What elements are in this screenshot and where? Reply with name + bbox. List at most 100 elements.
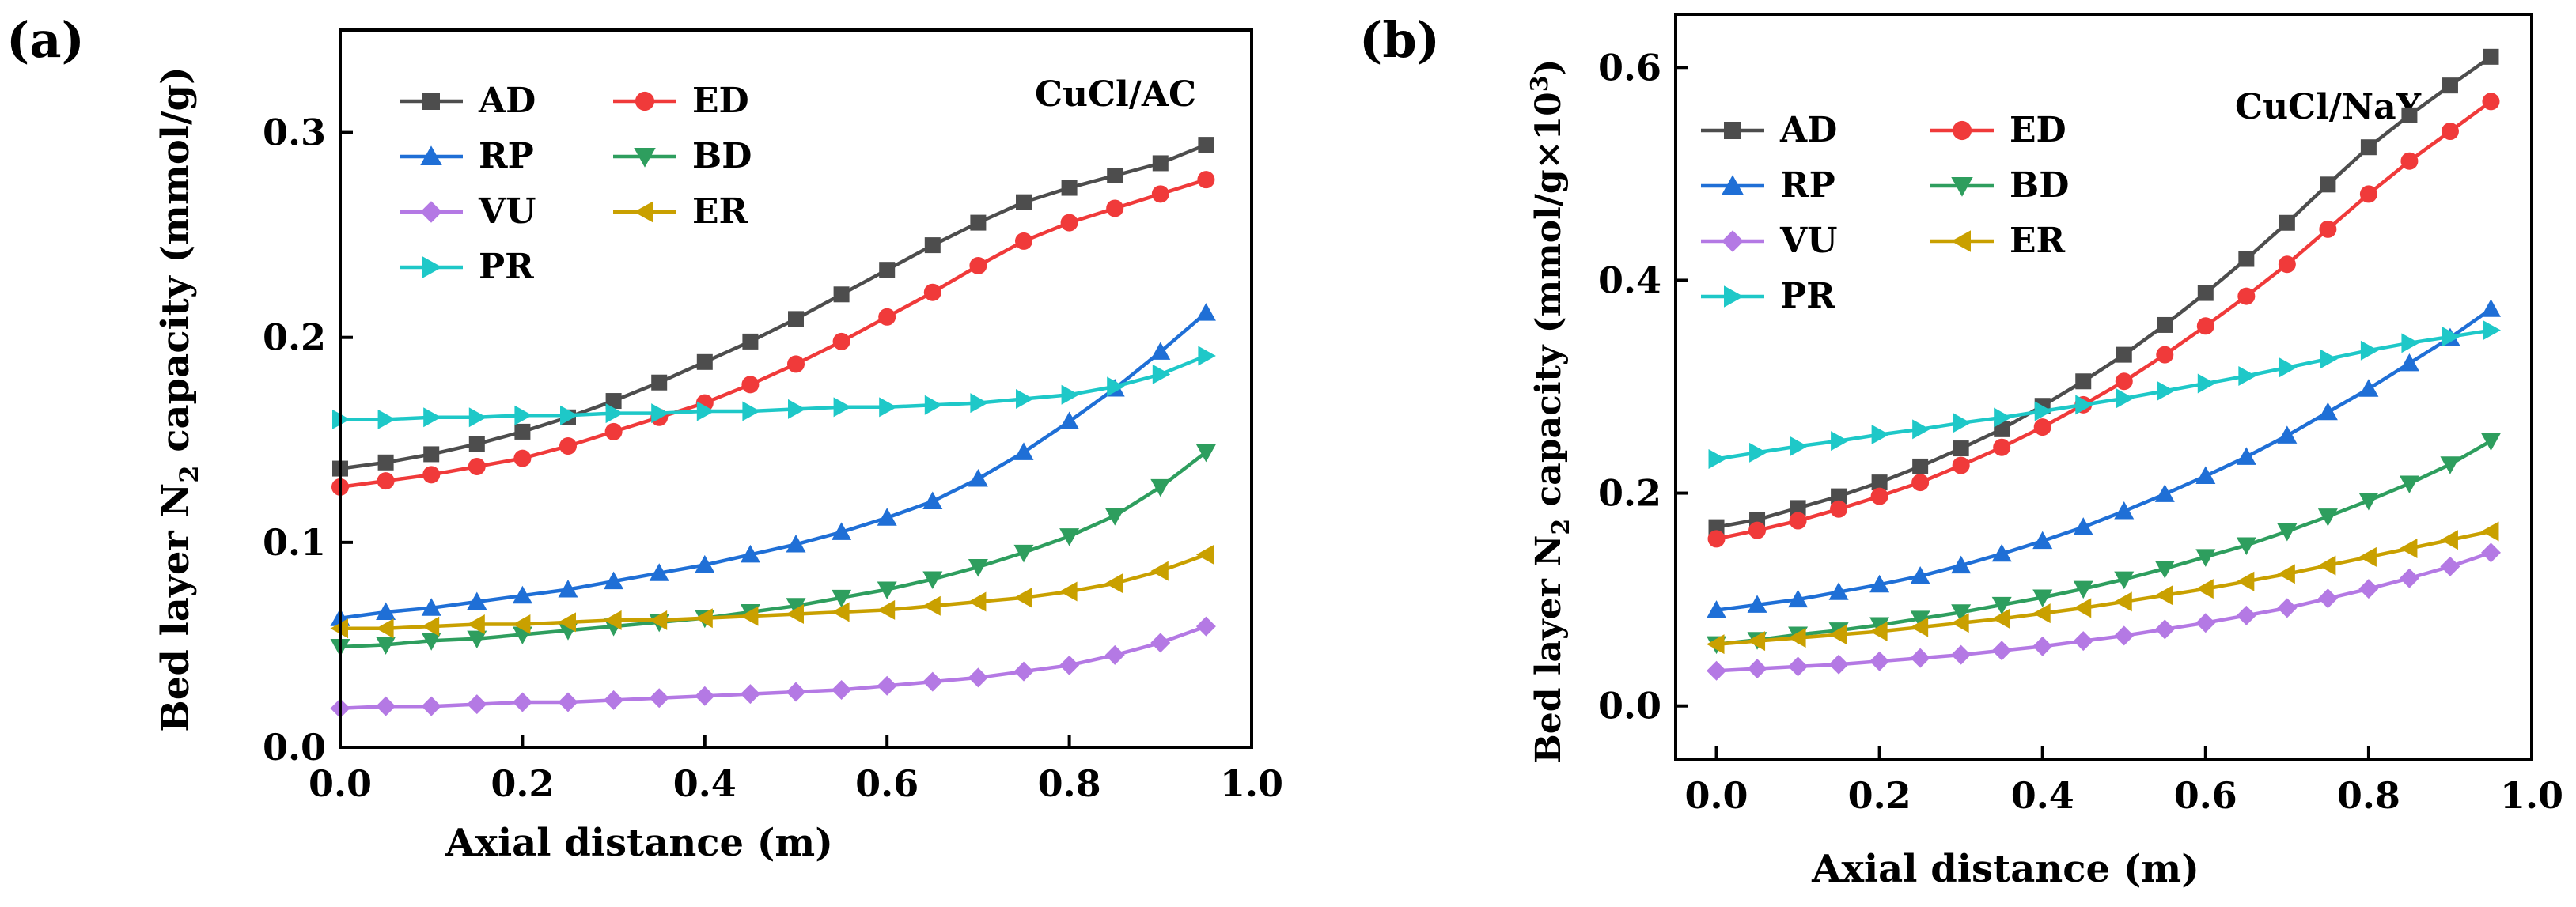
x-tick-label: 0.4 (673, 762, 737, 805)
point-ed (1060, 214, 1078, 232)
point-vu (832, 679, 852, 700)
y-tick-label: 0.0 (263, 726, 326, 769)
legend-marker-ad (422, 93, 440, 110)
point-pr (377, 409, 396, 429)
point-ad (651, 374, 668, 391)
panel-b-axes-grid: 0.0 0.2 0.4 0.6 0.8 1.0 0.0 0.2 0.4 0.6 (1598, 46, 2563, 817)
point-vu (922, 671, 943, 692)
point-rp (1150, 342, 1171, 360)
panel-a-ylabel-main: Bed layer N (153, 483, 198, 732)
point-er (832, 602, 850, 622)
panel-b-ylabel-sup: 3 (1526, 75, 1554, 92)
point-er (649, 610, 668, 630)
point-vu (1059, 655, 1080, 675)
point-ad (879, 262, 896, 278)
point-vu (695, 686, 715, 706)
legend-marker-pr (1724, 285, 1744, 308)
point-rp (649, 563, 669, 581)
y-tick-label: 0.6 (1598, 46, 1661, 89)
point-vu (1104, 644, 1125, 665)
point-ed (1789, 512, 1807, 530)
point-pr (2197, 373, 2216, 394)
plot-frame (339, 28, 1253, 749)
legend-entry-rp: RP (1701, 165, 1835, 206)
legend-entry-ad: AD (400, 81, 536, 121)
point-er (1991, 608, 2010, 629)
point-ed (1015, 232, 1032, 250)
point-er (1150, 561, 1169, 581)
point-pr (2116, 388, 2135, 409)
panel-b: (b) CuCl/NaY Bed layer N2 capacity (mmol… (1359, 11, 2563, 891)
legend-marker-er (634, 201, 653, 223)
point-ad (1152, 155, 1169, 172)
point-er (376, 618, 394, 639)
point-ad (2442, 77, 2458, 94)
point-er (740, 606, 759, 626)
legend-marker-pr (422, 256, 442, 278)
point-er (558, 612, 576, 633)
point-er (1059, 581, 1078, 602)
point-rp (2114, 501, 2135, 520)
point-ed (1748, 521, 1767, 539)
point-vu (2358, 579, 2379, 599)
point-bd (1951, 604, 1972, 622)
point-rp (2317, 402, 2338, 421)
legend-entry-vu: VU (400, 191, 536, 232)
point-pr (2034, 401, 2053, 421)
point-ed (1993, 438, 2011, 456)
point-vu (2032, 636, 2053, 656)
point-vu (376, 696, 396, 716)
point-pr (833, 397, 852, 418)
point-er (922, 595, 941, 616)
point-ed (1707, 530, 1726, 548)
point-pr (924, 395, 943, 415)
point-bd (2399, 475, 2419, 493)
point-ed (1106, 199, 1124, 217)
point-rp (1951, 555, 1972, 574)
point-bd (2236, 537, 2256, 556)
point-ad (924, 237, 941, 254)
point-pr (1912, 419, 1930, 440)
point-pr (1953, 413, 1972, 433)
legend-label-rp: RP (479, 136, 534, 176)
legend-label-ad: AD (478, 81, 536, 121)
legend-marker-bd (634, 148, 656, 168)
point-ed (2319, 220, 2337, 238)
point-ed (2400, 152, 2419, 170)
point-vu (786, 682, 806, 702)
point-pr (423, 407, 441, 428)
point-vu (512, 692, 532, 712)
legend-marker-rp (1722, 175, 1744, 195)
point-ad (2116, 346, 2132, 363)
point-bd (2440, 456, 2460, 474)
point-rp (740, 544, 760, 563)
panel-b-ylabel-sub: 2 (1547, 519, 1575, 535)
legend-label-er: ER (2010, 221, 2066, 261)
point-er (604, 610, 622, 630)
legend-entry-pr: PR (1701, 276, 1835, 316)
point-ed (969, 257, 987, 275)
point-rp (1707, 600, 1727, 618)
point-ad (2157, 316, 2173, 333)
point-vu (2195, 613, 2216, 633)
point-er (2195, 579, 2214, 599)
point-ad (468, 436, 485, 452)
panel-a: (a) CuCl/AC Bed layer N2 capacity (mmol/… (6, 11, 1283, 865)
point-ed (1870, 487, 1888, 505)
point-er (786, 604, 804, 625)
point-bd (1195, 444, 1216, 463)
point-bd (2114, 571, 2135, 590)
point-bd (376, 637, 396, 655)
legend-label-er: ER (692, 191, 748, 232)
y-tick-label: 0.1 (263, 521, 326, 564)
point-rp (1910, 566, 1930, 584)
point-rp (2277, 425, 2298, 444)
point-rp (2154, 484, 2175, 502)
point-rp (2236, 447, 2256, 465)
point-vu (1707, 660, 1727, 681)
point-bd (2277, 523, 2298, 542)
point-ed (878, 308, 896, 326)
point-vu (421, 696, 441, 716)
point-rp (1828, 582, 1849, 600)
